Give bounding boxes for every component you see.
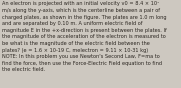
Text: An electron is projected with an initial velocity v0 = 8.4 × 10⁷
m/s along the y: An electron is projected with an initial…: [2, 1, 167, 72]
